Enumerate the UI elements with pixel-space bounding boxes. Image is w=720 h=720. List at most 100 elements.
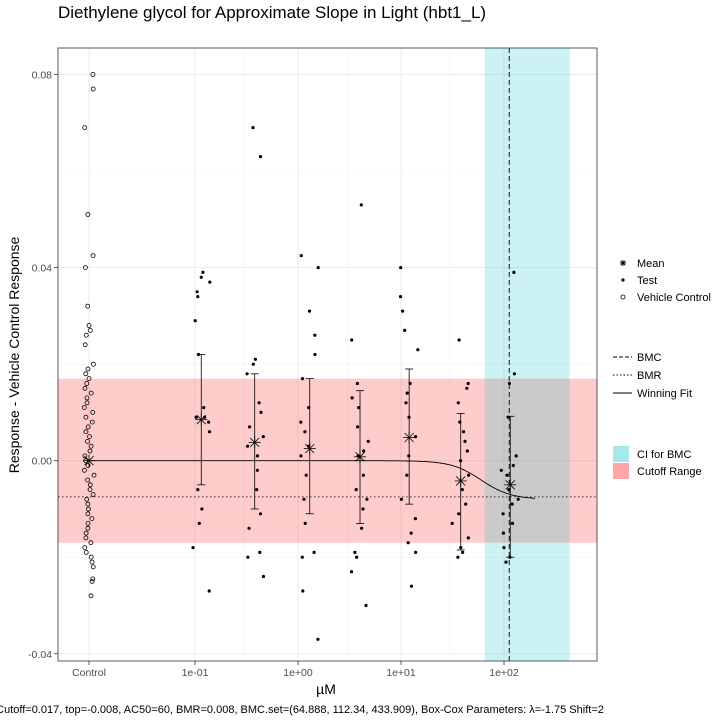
vehicle-control-point <box>90 72 96 77</box>
test-point <box>403 328 407 332</box>
y-tick-label: 0.08 <box>32 70 53 82</box>
vehicle-control-point <box>82 545 88 550</box>
test-point <box>405 473 409 477</box>
test-point <box>501 512 505 516</box>
test-point <box>501 531 505 535</box>
vehicle-control-point <box>83 371 89 377</box>
test-point <box>312 550 316 555</box>
vehicle-control-point <box>90 409 96 415</box>
legend-fill-key <box>613 463 629 479</box>
test-point <box>208 280 212 284</box>
test-point <box>257 401 261 405</box>
vehicle-control-point <box>86 376 92 382</box>
test-point <box>299 254 303 258</box>
legend-label: BMR <box>637 370 662 382</box>
test-point <box>499 468 503 472</box>
mean-marker-stroke <box>196 414 207 425</box>
test-point <box>450 521 454 526</box>
test-point <box>202 406 206 410</box>
test-point <box>251 362 255 366</box>
test-point <box>401 309 405 313</box>
mean-marker-stroke <box>455 476 466 486</box>
panel-background <box>58 48 597 661</box>
test-point <box>461 430 466 434</box>
vehicle-control-point <box>81 405 87 411</box>
test-point <box>301 589 305 593</box>
vehicle-control-point <box>84 496 90 502</box>
legend-mean-key <box>620 260 626 266</box>
test-point <box>207 430 212 434</box>
test-point <box>366 439 370 443</box>
test-point <box>255 468 259 472</box>
plot-panel <box>57 47 598 662</box>
test-point <box>456 555 460 559</box>
test-point <box>196 295 200 299</box>
test-point <box>460 488 464 492</box>
test-point <box>359 203 363 207</box>
test-point <box>365 497 369 501</box>
vehicle-control-point <box>88 593 94 599</box>
test-point <box>302 497 306 501</box>
vehicle-control-point <box>88 554 94 560</box>
test-point <box>245 372 249 376</box>
vehicle-control-point <box>85 303 91 309</box>
test-point <box>467 473 471 477</box>
test-point <box>307 309 312 313</box>
mean-marker <box>454 474 467 487</box>
test-point <box>299 454 303 458</box>
test-point <box>465 386 469 390</box>
test-point <box>504 560 508 564</box>
test-point <box>463 439 467 443</box>
test-point <box>191 546 195 550</box>
vehicle-control-point <box>87 327 93 333</box>
test-point <box>505 473 509 477</box>
test-point <box>413 517 417 521</box>
test-point <box>313 352 317 357</box>
vehicle-control-point <box>85 477 90 483</box>
vehicle-control-point <box>83 429 89 435</box>
vehicle-control-point <box>82 125 88 130</box>
y-axis-title: Response - Vehicle Control Response <box>6 236 22 473</box>
test-point <box>456 401 460 405</box>
vehicle-control-point <box>87 482 93 488</box>
test-point <box>246 444 250 448</box>
mean-marker-stroke <box>249 437 260 448</box>
test-point <box>203 415 207 419</box>
vehicle-control-point <box>85 463 91 468</box>
legend-label: Winning Fit <box>637 388 692 400</box>
legend-label: BMC <box>637 352 662 364</box>
test-point <box>258 155 263 159</box>
test-point <box>510 502 514 506</box>
vehicle-control-point <box>87 448 93 454</box>
mean-marker <box>354 450 367 463</box>
test-point <box>405 391 409 395</box>
test-point <box>207 589 211 593</box>
test-point <box>350 396 354 400</box>
test-point <box>303 430 307 434</box>
test-point <box>512 372 517 376</box>
test-point <box>457 512 461 516</box>
legend-label: Vehicle Control <box>637 292 711 304</box>
test-point <box>406 541 410 545</box>
test-point <box>255 454 260 458</box>
test-point <box>466 536 470 540</box>
test-point <box>355 555 359 559</box>
vehicle-control-point <box>82 342 88 348</box>
test-point <box>313 333 317 337</box>
mean-marker-stroke <box>304 443 315 454</box>
test-point <box>414 550 418 555</box>
test-point <box>510 521 515 526</box>
vehicle-control-point <box>83 535 89 541</box>
vehicle-control-point <box>83 414 89 420</box>
x-tick-label: 1e+01 <box>386 667 416 679</box>
test-point <box>201 270 205 274</box>
test-point <box>512 270 516 274</box>
test-point <box>303 521 307 526</box>
vehicle-control-point <box>85 521 91 526</box>
vehicle-control-point <box>85 501 91 507</box>
vehicle-control-point <box>89 579 95 584</box>
vehicle-control-point <box>90 253 96 259</box>
test-point <box>255 488 259 492</box>
test-point <box>253 357 257 361</box>
test-point <box>514 454 518 458</box>
